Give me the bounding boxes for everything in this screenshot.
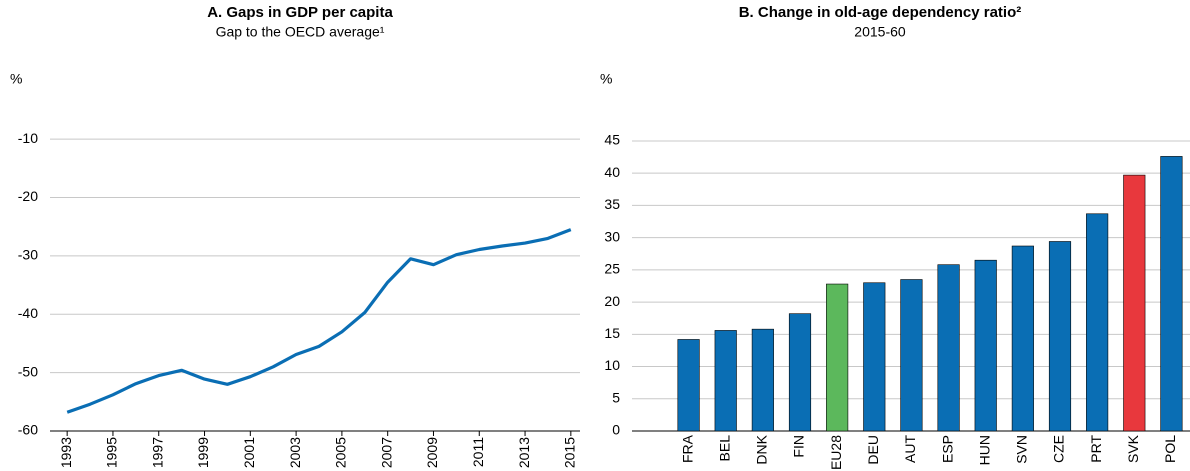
x-tick-label: EU28 — [828, 435, 844, 470]
y-tick-label: -60 — [18, 422, 38, 438]
bar — [1086, 213, 1109, 432]
x-tick-label: 2007 — [378, 437, 394, 468]
x-tick-label: CZE — [1051, 435, 1067, 463]
bar — [751, 328, 774, 432]
y-axis-label: % — [600, 71, 612, 87]
x-tick-label: DEU — [865, 435, 881, 465]
bar — [974, 259, 997, 432]
bar — [788, 313, 812, 432]
y-tick-label: -50 — [18, 363, 38, 379]
bar — [900, 279, 923, 432]
x-tick-label: SVK — [1125, 434, 1141, 463]
y-tick-label: 40 — [604, 164, 620, 180]
bar — [1160, 156, 1183, 432]
y-tick-label: 0 — [612, 422, 620, 438]
x-tick-label: HUN — [976, 435, 992, 465]
y-tick-label: -10 — [18, 130, 38, 146]
y-tick-label: 15 — [604, 325, 620, 341]
y-tick-label: -40 — [18, 305, 38, 321]
chart-title: B. Change in old-age dependency ratio² — [739, 4, 1022, 21]
y-tick-label: 20 — [604, 293, 620, 309]
x-tick-label: 1995 — [104, 437, 120, 468]
x-tick-label: 1997 — [149, 437, 165, 468]
x-tick-label: 2013 — [516, 437, 532, 468]
x-tick-label: SVN — [1014, 435, 1030, 464]
x-tick-label: 1993 — [58, 437, 74, 468]
y-tick-label: 45 — [604, 132, 620, 148]
x-tick-label: 2015 — [562, 437, 578, 468]
x-tick-label: 2011 — [470, 437, 486, 467]
y-tick-label: -30 — [18, 247, 38, 263]
x-tick-label: PRT — [1088, 435, 1104, 463]
data-line — [66, 228, 572, 414]
chart-subtitle: 2015-60 — [854, 24, 906, 40]
y-tick-label: -20 — [18, 188, 38, 204]
y-tick-label: 25 — [604, 261, 620, 277]
y-tick-label: 30 — [604, 228, 620, 244]
bar — [826, 283, 849, 432]
x-tick-label: AUT — [902, 435, 918, 463]
bar — [1123, 174, 1146, 432]
chart-title: A. Gaps in GDP per capita — [207, 4, 393, 21]
bar — [937, 264, 960, 432]
y-tick-label: 10 — [604, 357, 620, 373]
x-tick-label: ESP — [939, 435, 955, 463]
y-tick-label: 35 — [604, 196, 620, 212]
x-tick-label: FRA — [679, 434, 695, 463]
x-tick-label: BEL — [716, 435, 732, 462]
x-tick-label: 2005 — [333, 437, 349, 468]
bar — [1011, 245, 1034, 432]
bar — [863, 282, 886, 432]
x-tick-label: 2001 — [241, 437, 257, 468]
x-tick-label: FIN — [791, 435, 807, 458]
x-tick-label: 2009 — [424, 437, 440, 468]
chart-subtitle: Gap to the OECD average¹ — [216, 24, 385, 40]
x-tick-label: DNK — [754, 434, 770, 464]
bar — [714, 330, 737, 432]
x-tick-label: 1999 — [195, 437, 211, 468]
x-tick-label: POL — [1162, 435, 1178, 463]
y-tick-label: 5 — [612, 389, 620, 405]
bar — [677, 339, 700, 432]
y-axis-label: % — [10, 71, 22, 87]
bar — [1048, 241, 1072, 432]
x-tick-label: 2003 — [287, 437, 303, 468]
